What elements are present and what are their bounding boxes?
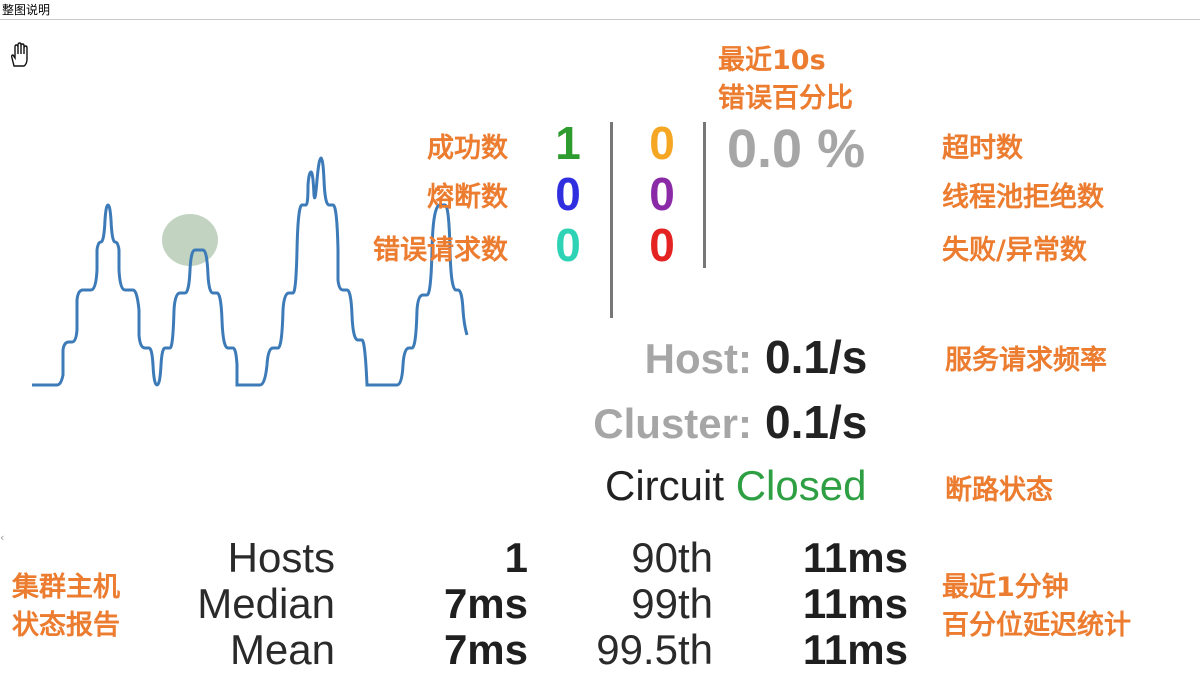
success-annotation: 成功数 — [427, 133, 508, 164]
bad-request-annotation: 错误请求数 — [373, 235, 508, 266]
window-titlebar: 整图说明 — [0, 0, 1200, 20]
mean-value: 7ms — [443, 626, 528, 673]
median-label: Median — [197, 580, 335, 627]
short-circuited-annotation: 熔断数 — [427, 182, 508, 213]
traffic-sparkline — [32, 156, 469, 387]
host-rate-label: Host: — [644, 335, 752, 382]
short-circuited-count: 0 — [555, 168, 581, 220]
hosts-label: Hosts — [227, 534, 335, 581]
median-value: 7ms — [443, 580, 528, 627]
p90-value: 11ms — [802, 534, 908, 581]
circuit-label: Circuit — [605, 462, 725, 509]
thread-pool-rejected-annotation: 线程池拒绝数 — [942, 182, 1104, 213]
circuit-status-annotation: 断路状态 — [945, 475, 1053, 506]
p995-value: 11ms — [802, 626, 908, 673]
circuit-status: Circuit Closed — [605, 462, 866, 510]
scroll-left-icon[interactable]: ‹ — [0, 531, 5, 544]
error-pct-annotation-line1: 最近10s — [718, 45, 826, 76]
circuit-state: Closed — [735, 462, 867, 509]
p99-label: 99th — [631, 580, 713, 627]
counter-divider-1 — [610, 122, 613, 318]
thread-pool-rejected-count: 0 — [649, 168, 675, 220]
cluster-hosts-annotation-line1: 集群主机 — [12, 572, 120, 603]
p995-label: 99.5th — [596, 626, 713, 673]
failure-count: 0 — [649, 219, 675, 271]
latency-annotation-line2: 百分位延迟统计 — [942, 610, 1131, 641]
timeout-count: 0 — [649, 117, 675, 169]
sparkline-path — [32, 156, 469, 387]
mean-label: Mean — [229, 626, 335, 673]
latency-annotation-line1: 最近1分钟 — [942, 572, 1069, 603]
p90-label: 90th — [631, 534, 713, 581]
failure-annotation: 失败/异常数 — [942, 235, 1087, 266]
hand-pointer-icon[interactable] — [8, 42, 32, 68]
bad-request-count: 0 — [555, 219, 581, 271]
error-pct-annotation-line2: 错误百分比 — [718, 83, 853, 114]
cluster-rate-label: Cluster: — [593, 400, 752, 447]
error-percentage: 0.0 % — [727, 119, 866, 179]
p99-value: 11ms — [802, 580, 908, 627]
cluster-hosts-annotation-line2: 状态报告 — [12, 610, 120, 641]
counter-divider-2 — [703, 122, 706, 268]
success-count: 1 — [555, 117, 581, 169]
host-rate-value: 0.1/s — [765, 331, 868, 383]
request-rate-annotation: 服务请求频率 — [945, 345, 1107, 376]
cluster-rate-value: 0.1/s — [765, 396, 868, 448]
hosts-value: 1 — [504, 534, 528, 581]
timeout-annotation: 超时数 — [942, 133, 1023, 164]
window-title: 整图说明 — [2, 3, 51, 17]
